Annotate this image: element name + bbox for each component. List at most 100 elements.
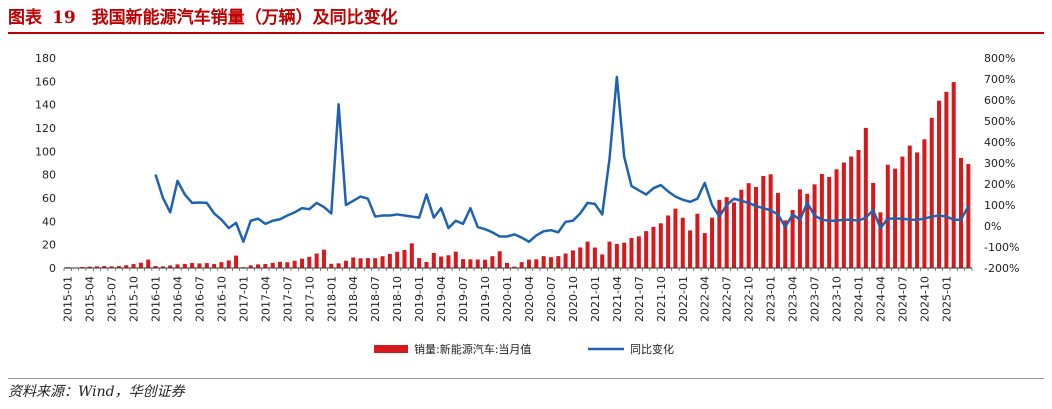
x-tick-label: 2019-10 — [479, 276, 492, 322]
x-tick-label: 2019-04 — [435, 276, 448, 322]
figure-number: 19 — [52, 8, 76, 28]
x-tick-label: 2025-01 — [940, 276, 953, 322]
bar — [475, 259, 480, 268]
bar — [468, 259, 473, 268]
legend-swatch-bars — [374, 345, 408, 353]
bar — [299, 258, 304, 268]
x-tick-label: 2024-01 — [853, 276, 866, 322]
bar — [182, 263, 187, 268]
bar — [307, 256, 312, 268]
right-tick-label: 500% — [984, 115, 1015, 128]
bar-series — [65, 82, 971, 269]
bar — [219, 262, 224, 268]
x-tick-label: 2023-01 — [765, 276, 778, 322]
figure-title-text: 我国新能源汽车销量（万辆）及同比变化 — [91, 8, 398, 28]
bar — [563, 253, 568, 268]
x-tick-label: 2017-04 — [259, 276, 272, 322]
bar — [556, 256, 561, 268]
x-tick-label: 2024-10 — [918, 276, 931, 322]
x-tick-label: 2022-07 — [721, 276, 734, 322]
x-tick-label: 2020-10 — [567, 276, 580, 322]
x-tick-label: 2015-10 — [128, 276, 141, 322]
left-tick-label: 140 — [35, 99, 56, 112]
bar — [197, 263, 202, 268]
bar — [461, 259, 466, 268]
left-tick-label: 120 — [35, 122, 56, 135]
bar — [966, 164, 971, 268]
bar — [739, 189, 744, 268]
bar — [541, 256, 546, 268]
bar — [138, 262, 143, 268]
bar — [636, 236, 641, 268]
x-tick-label: 2020-07 — [545, 276, 558, 322]
x-tick-label: 2015-01 — [62, 276, 75, 322]
bar — [175, 264, 180, 268]
right-axis: -200% -100% 0% 100% 200% 300% 400% 500% 600% 700%… — [984, 52, 1019, 275]
bar — [336, 263, 341, 268]
x-tick-label: 2017-01 — [237, 276, 250, 322]
bar — [109, 266, 114, 268]
bar — [94, 266, 99, 268]
bar — [856, 149, 861, 268]
bar — [819, 173, 824, 268]
bar — [607, 241, 612, 268]
x-tick-label: 2023-07 — [809, 276, 822, 322]
bar — [358, 258, 363, 268]
bar — [343, 260, 348, 268]
x-tick-label: 2017-10 — [303, 276, 316, 322]
right-tick-label: 100% — [984, 199, 1015, 212]
figure-label: 图表 — [8, 8, 42, 28]
bar — [688, 230, 693, 268]
bar — [783, 220, 788, 268]
x-tick-label: 2016-07 — [193, 276, 206, 322]
bar — [292, 260, 297, 268]
x-tick-label: 2021-01 — [589, 276, 602, 322]
bar — [519, 262, 524, 268]
bar — [863, 127, 868, 268]
bar — [365, 258, 370, 268]
bar — [204, 263, 209, 268]
bar — [746, 183, 751, 268]
bar — [168, 265, 173, 268]
bar — [937, 100, 942, 268]
bar — [717, 199, 722, 268]
x-tick-label: 2024-07 — [896, 276, 909, 322]
bar — [841, 162, 846, 268]
bar — [446, 255, 451, 268]
bar — [453, 251, 458, 268]
x-tick-label: 2022-10 — [743, 276, 756, 322]
x-tick-label: 2024-04 — [874, 276, 887, 322]
bar — [402, 250, 407, 268]
left-tick-label: 100 — [35, 145, 56, 158]
bar — [622, 242, 627, 268]
x-tick-label: 2015-04 — [84, 276, 97, 322]
bar — [395, 251, 400, 268]
bar — [680, 217, 685, 268]
figure-title: 图表 19 我国新能源汽车销量（万辆）及同比变化 — [8, 4, 1044, 34]
bar — [321, 249, 326, 268]
bar — [570, 250, 575, 268]
bar — [80, 266, 85, 268]
bar — [146, 259, 151, 268]
x-tick-label: 2018-07 — [369, 276, 382, 322]
bar — [548, 257, 553, 268]
bar — [424, 261, 429, 268]
bar — [929, 117, 934, 268]
left-tick-label: 160 — [35, 75, 56, 88]
bar — [666, 215, 671, 268]
bar — [87, 266, 92, 268]
x-tick-label: 2021-10 — [655, 276, 668, 322]
right-tick-label: -200% — [984, 262, 1019, 275]
bar — [497, 251, 502, 268]
bar — [600, 254, 605, 268]
x-tick-label: 2016-01 — [150, 276, 163, 322]
bar — [658, 223, 663, 268]
bar — [278, 261, 283, 268]
bar — [724, 197, 729, 268]
bar — [116, 266, 121, 268]
bar — [797, 189, 802, 268]
bar — [256, 264, 261, 268]
bar — [153, 266, 158, 268]
bar — [160, 266, 165, 268]
bar — [805, 193, 810, 268]
